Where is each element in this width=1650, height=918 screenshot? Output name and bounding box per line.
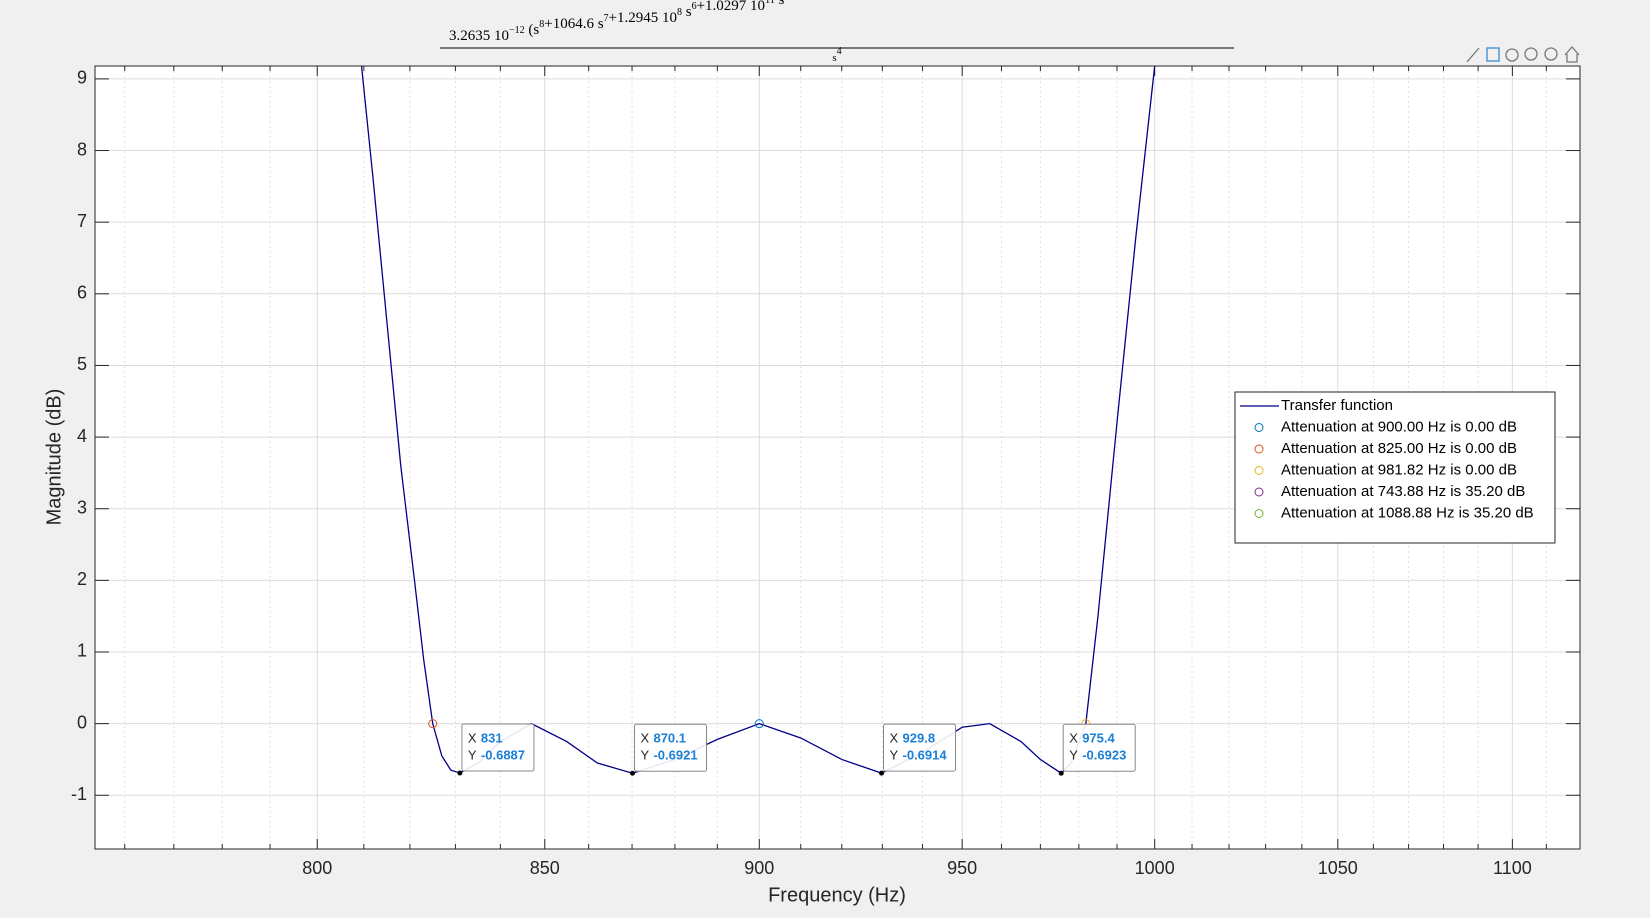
legend-label: Attenuation at 825.00 Hz is 0.00 dB xyxy=(1281,440,1517,457)
title-superscript: −12 xyxy=(509,25,525,36)
datatip-label: X xyxy=(1069,731,1078,746)
datatip-value: -0.6914 xyxy=(903,748,948,763)
datatip: X 870.1 Y -0.6921 xyxy=(629,723,707,776)
legend-label: Attenuation at 1088.88 Hz is 35.20 dB xyxy=(1281,504,1534,521)
y-tick-label: 3 xyxy=(77,497,87,517)
legend: Transfer function Attenuation at 900.00 H… xyxy=(1234,391,1556,544)
datatip-value: -0.6923 xyxy=(1082,748,1126,763)
x-tick-label: 1100 xyxy=(1493,858,1532,878)
datatip-box xyxy=(883,723,957,772)
y-tick-label: 0 xyxy=(77,712,87,732)
legend-swatch xyxy=(1254,487,1264,497)
datatip-point xyxy=(629,770,635,776)
datatip-label: Y xyxy=(640,748,649,763)
y-tick-label: 7 xyxy=(77,211,87,231)
y-tick-label: 2 xyxy=(77,569,87,589)
home-icon[interactable] xyxy=(1564,46,1580,63)
title-superscript: 8 xyxy=(677,7,682,18)
zoom-out-icon[interactable] xyxy=(1544,47,1558,61)
datatip-label: X xyxy=(890,731,899,746)
legend-swatch xyxy=(1254,466,1264,475)
title-superscript: 11 xyxy=(765,0,775,6)
title-superscript: 6 xyxy=(692,1,697,12)
datatip-box xyxy=(461,723,535,772)
title-superscript: 8 xyxy=(539,19,544,30)
datatip-value: 975.4 xyxy=(1082,731,1115,746)
y-tick-label: 6 xyxy=(77,283,87,303)
marker xyxy=(428,719,438,729)
toolbar[interactable] xyxy=(1466,46,1580,63)
title: 3.2635 10−12 (s8+1064.6 s7+1.2945 108 s6… xyxy=(440,0,1234,64)
datatip-label: Y xyxy=(1069,748,1078,763)
y-tick-label: 4 xyxy=(77,426,87,446)
datatip-label: X xyxy=(640,731,649,746)
axes-box xyxy=(94,65,1581,850)
zoom-in-icon[interactable] xyxy=(1524,47,1538,61)
legend-swatch xyxy=(1254,444,1264,454)
datatip: X 929.8 Y -0.6914 xyxy=(879,723,957,776)
x-tick-label: 850 xyxy=(530,858,560,878)
x-tick-label: 800 xyxy=(302,858,332,878)
title-text: +6.234 10 xyxy=(789,0,850,2)
datatip-label: Y xyxy=(468,747,477,762)
y-tick-label: 5 xyxy=(77,354,87,374)
datatip-label: X xyxy=(468,730,477,745)
title-denominator: s4 xyxy=(832,46,841,63)
datatip-value: -0.6887 xyxy=(481,747,525,762)
x-tick-label: 900 xyxy=(744,858,774,878)
legend-label: Attenuation at 981.82 Hz is 0.00 dB xyxy=(1281,461,1517,478)
datatip-point xyxy=(1058,770,1064,776)
datatip-point xyxy=(879,770,885,776)
title-numerator: 3.2635 10−12 (s8+1064.6 s7+1.2945 108 s6… xyxy=(449,0,1225,44)
title-text: +1.2945 10 xyxy=(609,10,677,26)
datatip-icon[interactable] xyxy=(1486,47,1500,62)
datatip-value: 831 xyxy=(481,730,503,745)
title-superscript: 4 xyxy=(837,46,842,57)
datatip-label: Y xyxy=(890,748,899,763)
y-tick-label: 9 xyxy=(77,68,87,88)
x-axis-label: Frequency (Hz) xyxy=(768,884,906,906)
datatip-box xyxy=(1062,723,1136,772)
x-tick-label: 950 xyxy=(947,858,977,878)
datatip-value: 929.8 xyxy=(903,731,936,746)
y-tick-label: 8 xyxy=(77,139,87,159)
x-tick-label: 1000 xyxy=(1135,858,1175,878)
y-tick-label: -1 xyxy=(71,784,87,804)
title-text: s xyxy=(832,52,836,64)
datatip: X 975.4 Y -0.6923 xyxy=(1058,723,1136,776)
legend-swatch xyxy=(1254,423,1264,432)
legend-swatch xyxy=(1254,509,1264,518)
title-text: (s xyxy=(525,22,540,38)
pan-icon[interactable] xyxy=(1505,48,1519,62)
datatip-point xyxy=(457,770,463,776)
title-text: +1.0297 10 xyxy=(697,0,765,14)
marker xyxy=(754,719,764,729)
title-superscript: 7 xyxy=(604,13,609,24)
y-tick-label: 1 xyxy=(77,641,87,661)
legend-label: Attenuation at 743.88 Hz is 35.20 dB xyxy=(1281,483,1525,500)
title-text: s xyxy=(775,0,785,8)
x-tick-label: 1050 xyxy=(1318,858,1358,878)
datatip-box xyxy=(633,723,707,772)
datatip: X 831 Y -0.6887 xyxy=(457,723,535,776)
legend-label: Transfer function xyxy=(1281,397,1393,414)
datatip-value: -0.6921 xyxy=(653,748,697,763)
y-axis-label: Magnitude (dB) xyxy=(43,389,65,526)
title-text: s xyxy=(682,4,692,20)
title-text: +1064.6 s xyxy=(544,16,603,32)
legend-box xyxy=(1234,391,1556,544)
brush-icon[interactable] xyxy=(1466,47,1480,63)
title-text: 3.2635 10 xyxy=(449,28,509,44)
datatip-value: 870.1 xyxy=(653,731,686,746)
legend-label: Attenuation at 900.00 Hz is 0.00 dB xyxy=(1281,418,1517,435)
